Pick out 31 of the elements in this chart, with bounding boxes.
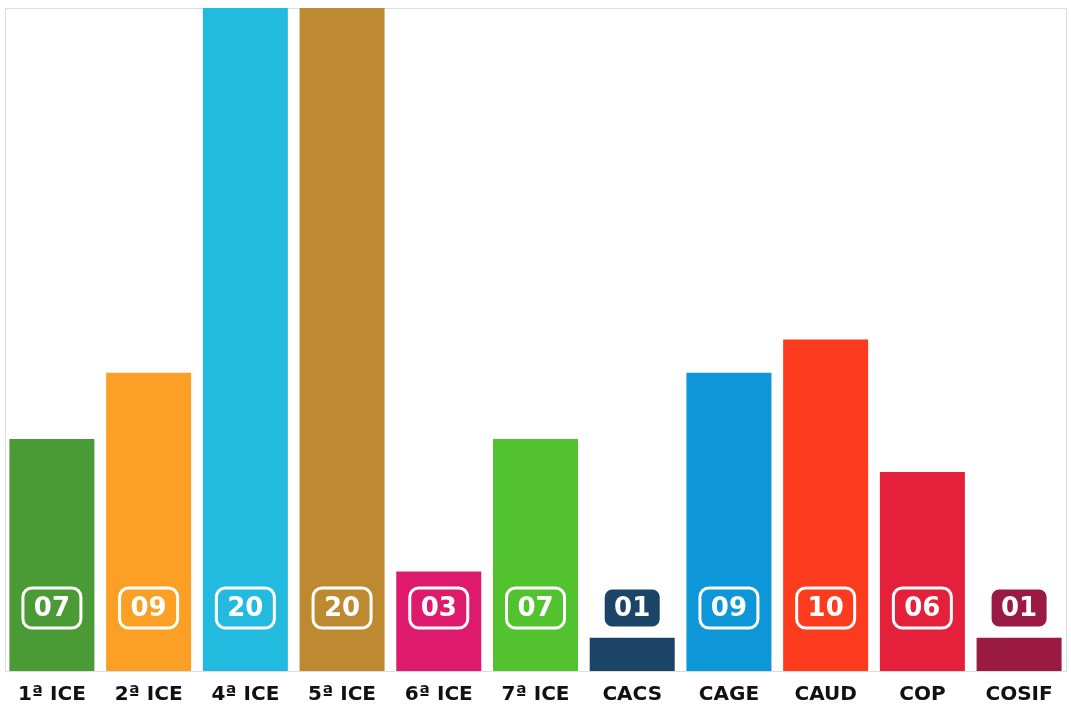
x-tick-label: 5ª ICE bbox=[308, 680, 377, 705]
bar bbox=[202, 8, 288, 671]
data-label: 01 bbox=[614, 592, 651, 622]
x-tick-label: 7ª ICE bbox=[501, 680, 570, 705]
data-label: 07 bbox=[33, 592, 70, 622]
bar bbox=[106, 372, 192, 671]
x-tick-label: COP bbox=[899, 680, 946, 705]
x-tick-label: 2ª ICE bbox=[114, 680, 183, 705]
data-label: 07 bbox=[517, 592, 554, 622]
x-tick-label: COSIF bbox=[985, 680, 1053, 705]
bar bbox=[686, 372, 772, 671]
bar bbox=[589, 637, 675, 671]
x-tick-label: CAGE bbox=[698, 680, 760, 705]
bar bbox=[493, 438, 578, 671]
data-label: 10 bbox=[807, 592, 844, 622]
x-tick-label: CACS bbox=[602, 680, 663, 705]
data-label: 01 bbox=[1001, 592, 1038, 622]
data-label: 06 bbox=[904, 592, 941, 622]
x-tick-label: 6ª ICE bbox=[404, 680, 473, 705]
bar bbox=[783, 339, 869, 671]
data-label: 20 bbox=[323, 592, 361, 622]
x-tick-label: 4ª ICE bbox=[211, 680, 280, 705]
x-tick-label: CAUD bbox=[794, 680, 857, 705]
bar bbox=[976, 637, 1062, 671]
bar bbox=[9, 438, 95, 671]
data-label: 03 bbox=[420, 592, 457, 622]
data-label: 09 bbox=[130, 592, 167, 622]
x-tick-label: 1ª ICE bbox=[17, 680, 86, 705]
data-label: 09 bbox=[710, 592, 748, 622]
bar bbox=[299, 8, 385, 671]
data-label: 20 bbox=[227, 592, 264, 622]
